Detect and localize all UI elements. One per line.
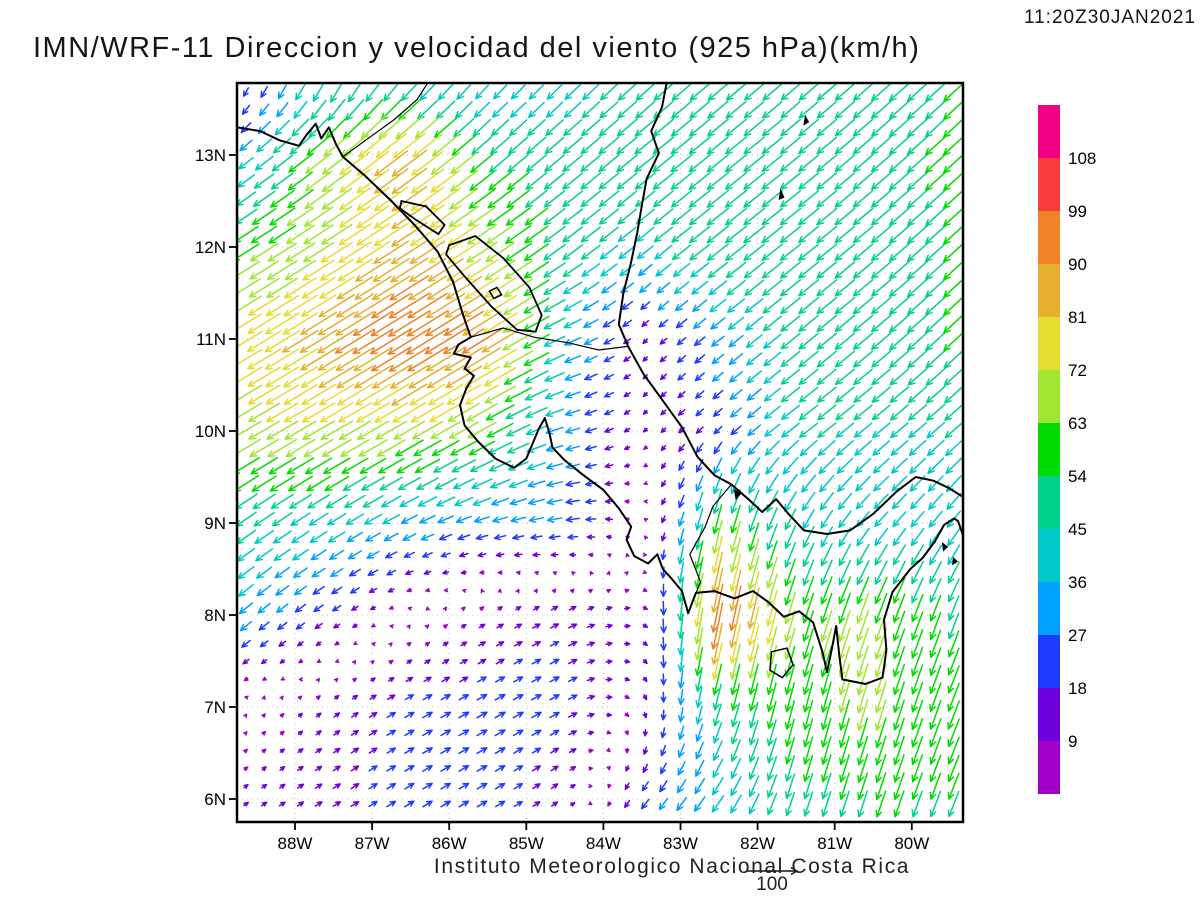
lat-tick-label: 12N [195, 238, 226, 257]
wind-arrows-layer [237, 83, 963, 818]
lon-tick-label: 86W [432, 834, 467, 853]
wind-arrows-speed-bin-1 [242, 319, 704, 809]
colorbar-label: 36 [1068, 573, 1087, 592]
lat-tick-label: 11N [196, 330, 226, 349]
small-island [778, 188, 785, 201]
colorbar-segment [1038, 741, 1060, 794]
lon-tick-label: 81W [817, 834, 852, 853]
country-border [342, 83, 429, 158]
caribbean-coastline [617, 83, 963, 535]
lat-tick-label: 9N [204, 514, 226, 533]
lat-tick-label: 13N [195, 146, 226, 165]
wind-arrows-speed-bin-5 [237, 83, 963, 818]
colorbar-segment [1038, 423, 1060, 476]
lake-outline [445, 234, 543, 333]
colorbar-segment [1038, 370, 1060, 423]
lon-tick-label: 88W [278, 834, 313, 853]
colorbar-label: 63 [1068, 414, 1087, 433]
wind-arrows-speed-bin-7 [237, 115, 888, 731]
lon-tick-label: 84W [586, 834, 621, 853]
axis-labels: 13N 12N 11N 10N 9N 8N 7N 6N 88W 87W 86W 85W 84W 83W 82… [195, 146, 929, 853]
colorbar-segment [1038, 582, 1060, 635]
lake-outline [398, 199, 446, 236]
lat-tick-label: 7N [204, 698, 226, 717]
reference-arrow-glyph [747, 866, 799, 876]
colorbar-segment [1038, 635, 1060, 688]
colorbar-segment [1038, 688, 1060, 741]
small-island [941, 542, 949, 552]
coastline-layer [237, 83, 963, 685]
reference-vector-label: 100 [756, 874, 788, 895]
credit-text: Instituto Meteorologico Nacional Costa R… [433, 855, 911, 878]
lon-tick-label: 80W [894, 834, 929, 853]
island-outline [488, 286, 503, 300]
lat-tick-label: 8N [204, 606, 226, 625]
lon-tick-label: 82W [740, 834, 775, 853]
lon-tick-label: 83W [663, 834, 698, 853]
chart-title: IMN/WRF-11 Direccion y velocidad del vie… [33, 32, 921, 64]
colorbar-label: 99 [1068, 202, 1087, 221]
map-frame [235, 81, 965, 824]
pacific-coastline [237, 122, 963, 685]
small-island [733, 488, 742, 501]
colorbar-segment [1038, 105, 1060, 158]
colorbar: 108 99 90 81 72 63 54 45 36 27 18 9 [1038, 105, 1096, 794]
colorbar-label: 90 [1068, 255, 1087, 274]
colorbar-segment [1038, 317, 1060, 370]
wind-arrows-speed-bin-2 [240, 85, 742, 810]
wind-arrows-speed-bin-6 [237, 83, 963, 818]
colorbar-label: 18 [1068, 679, 1087, 698]
small-island [952, 556, 959, 566]
colorbar-segment [1038, 264, 1060, 317]
wind-arrows-speed-bin-0 [243, 445, 649, 807]
colorbar-label: 108 [1068, 149, 1096, 168]
island-outline [769, 647, 794, 679]
colorbar-label: 72 [1068, 361, 1087, 380]
colorbar-segment [1038, 529, 1060, 582]
lon-tick-label: 85W [509, 834, 544, 853]
country-border [687, 484, 732, 614]
colorbar-segment [1038, 158, 1060, 211]
lon-tick-label: 87W [355, 834, 390, 853]
colorbar-segment [1038, 211, 1060, 264]
small-island [803, 114, 810, 126]
axis-ticks [229, 154, 913, 830]
model-run-timestamp: 11:20Z30JAN2021 [1023, 7, 1196, 28]
reference-vector-arrow [747, 866, 799, 876]
lat-tick-label: 6N [204, 790, 226, 809]
wind-arrows-speed-bin-9 [282, 149, 760, 665]
colorbar-label: 9 [1068, 732, 1077, 751]
colorbar-label: 54 [1068, 467, 1087, 486]
colorbar-label: 45 [1068, 520, 1087, 539]
colorbar-segment [1038, 476, 1060, 529]
colorbar-label: 81 [1068, 308, 1087, 327]
lat-tick-label: 10N [195, 422, 226, 441]
country-border [470, 327, 629, 351]
colorbar-label: 27 [1068, 626, 1087, 645]
